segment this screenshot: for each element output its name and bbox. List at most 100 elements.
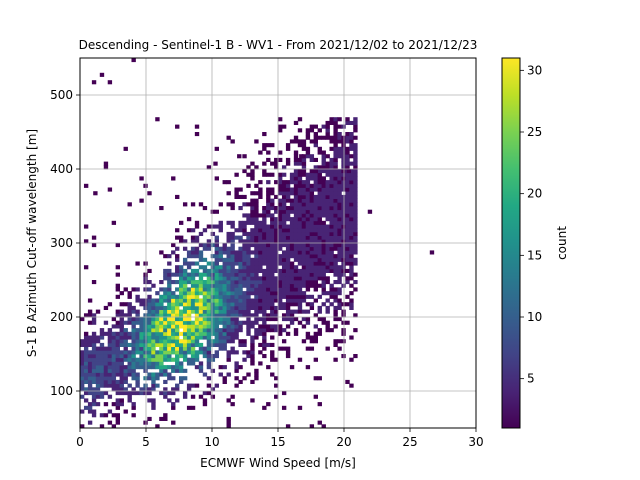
heatmap-cell bbox=[341, 194, 346, 199]
heatmap-cell bbox=[179, 276, 184, 281]
heatmap-cell bbox=[179, 280, 184, 285]
heatmap-cell bbox=[329, 146, 334, 151]
heatmap-cell bbox=[266, 206, 271, 211]
heatmap-cell bbox=[107, 379, 113, 384]
heatmap-cell bbox=[246, 268, 251, 273]
heatmap-cell bbox=[289, 239, 295, 244]
heatmap-cell bbox=[167, 294, 172, 299]
heatmap-cell bbox=[147, 346, 152, 351]
heatmap-cell bbox=[202, 246, 208, 251]
heatmap-cell bbox=[123, 342, 128, 347]
heatmap-cell bbox=[337, 194, 342, 199]
heatmap-cell bbox=[262, 276, 267, 281]
heatmap-cell bbox=[278, 224, 283, 229]
heatmap-cell bbox=[111, 413, 117, 418]
heatmap-cell bbox=[258, 324, 263, 329]
heatmap-cell bbox=[329, 180, 334, 185]
heatmap-cell bbox=[301, 180, 307, 185]
heatmap-cell bbox=[234, 365, 239, 370]
heatmap-cell bbox=[127, 350, 132, 355]
heatmap-cell bbox=[210, 261, 216, 266]
heatmap-cell bbox=[238, 239, 243, 244]
heatmap-cell bbox=[285, 283, 291, 288]
heatmap-cell bbox=[262, 342, 267, 347]
heatmap-cell bbox=[91, 320, 97, 325]
heatmap-cell bbox=[266, 194, 271, 199]
heatmap-cell bbox=[226, 339, 231, 344]
heatmap-cell bbox=[337, 183, 342, 188]
heatmap-cell bbox=[289, 176, 295, 181]
heatmap-cell bbox=[349, 202, 354, 207]
heatmap-cell bbox=[87, 405, 93, 410]
heatmap-cell bbox=[321, 239, 326, 244]
heatmap-cell bbox=[289, 224, 295, 229]
heatmap-cell bbox=[262, 294, 267, 299]
heatmap-cell bbox=[266, 365, 271, 370]
heatmap-cell bbox=[159, 346, 164, 351]
heatmap-cell bbox=[234, 298, 239, 303]
heatmap-cell bbox=[83, 331, 89, 336]
heatmap-cell bbox=[349, 139, 354, 144]
heatmap-cell bbox=[337, 298, 342, 303]
heatmap-cell bbox=[281, 194, 287, 199]
heatmap-cell bbox=[198, 335, 204, 340]
heatmap-cell bbox=[274, 317, 279, 322]
heatmap-cell bbox=[151, 376, 156, 381]
heatmap-cell bbox=[186, 361, 192, 366]
heatmap-cell bbox=[329, 117, 334, 122]
heatmap-cell bbox=[305, 209, 311, 214]
heatmap-cell bbox=[309, 172, 315, 177]
heatmap-cell bbox=[313, 261, 318, 266]
heatmap-cell bbox=[103, 383, 109, 388]
heatmap-cell bbox=[242, 231, 247, 236]
heatmap-cell bbox=[246, 261, 251, 266]
heatmap-cell bbox=[289, 309, 295, 314]
heatmap-cell bbox=[293, 150, 299, 155]
heatmap-cell bbox=[262, 161, 267, 166]
heatmap-cell bbox=[135, 379, 140, 384]
heatmap-cell bbox=[159, 342, 164, 347]
heatmap-cell bbox=[281, 198, 287, 203]
heatmap-cell bbox=[313, 187, 318, 192]
heatmap-cell bbox=[329, 209, 334, 214]
heatmap-cell bbox=[230, 220, 235, 225]
heatmap-cell bbox=[353, 280, 358, 285]
heatmap-cell bbox=[175, 342, 180, 347]
heatmap-cell bbox=[175, 313, 180, 318]
heatmap-cell bbox=[317, 268, 322, 273]
heatmap-cell bbox=[226, 283, 231, 288]
heatmap-cell bbox=[325, 165, 330, 170]
heatmap-cell bbox=[246, 287, 251, 292]
heatmap-cell bbox=[266, 224, 271, 229]
heatmap-cell bbox=[329, 254, 334, 259]
heatmap-cell bbox=[230, 287, 235, 292]
heatmap-cell bbox=[234, 268, 239, 273]
heatmap-cell bbox=[353, 120, 358, 125]
heatmap-cell bbox=[293, 250, 299, 255]
heatmap-cell bbox=[262, 283, 267, 288]
heatmap-cell bbox=[151, 335, 156, 340]
heatmap-cell bbox=[281, 213, 287, 218]
heatmap-cell bbox=[353, 272, 358, 277]
heatmap-cell bbox=[151, 305, 156, 310]
heatmap-cell bbox=[266, 172, 271, 177]
heatmap-cell bbox=[83, 357, 89, 362]
heatmap-cell bbox=[214, 283, 219, 288]
heatmap-cell bbox=[234, 235, 239, 240]
heatmap-cell bbox=[218, 224, 223, 229]
heatmap-cell bbox=[171, 339, 176, 344]
heatmap-cell bbox=[297, 291, 303, 296]
heatmap-cell bbox=[139, 346, 144, 351]
heatmap-cell bbox=[341, 331, 346, 336]
heatmap-cell bbox=[210, 287, 216, 292]
heatmap-cell bbox=[222, 261, 227, 266]
heatmap-cell bbox=[206, 317, 212, 322]
heatmap-cell bbox=[139, 361, 144, 366]
heatmap-cell bbox=[111, 339, 117, 344]
heatmap-cell bbox=[198, 276, 204, 281]
heatmap-cell bbox=[345, 146, 350, 151]
heatmap-cell bbox=[147, 416, 152, 421]
heatmap-cell bbox=[313, 254, 318, 259]
heatmap-cell bbox=[325, 120, 330, 125]
